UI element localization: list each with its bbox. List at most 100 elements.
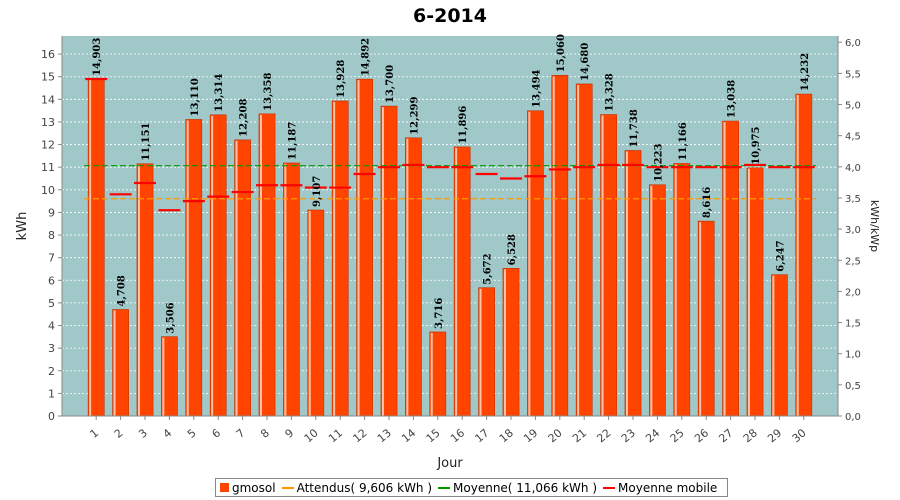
x-tick-label: 15	[424, 426, 443, 445]
x-tick-label: 25	[668, 426, 687, 445]
bar-highlight	[747, 168, 750, 416]
y-tick-label: 5	[48, 297, 55, 310]
bar-highlight	[601, 115, 604, 417]
y-tick-label: 12	[41, 139, 55, 152]
x-tick-label: 26	[692, 426, 711, 445]
bar	[380, 105, 398, 417]
x-tick-label: 11	[326, 426, 345, 445]
y-tick-label: 14	[41, 93, 55, 106]
y-tick-label: 11	[41, 161, 55, 174]
y-tick-label: 16	[41, 48, 55, 61]
legend-swatch-gmosol	[220, 483, 229, 492]
bar	[185, 119, 203, 417]
data-label: 13,928	[336, 60, 347, 98]
bar	[209, 114, 227, 417]
y-tick-label: 10	[41, 184, 55, 197]
bar-highlight	[723, 122, 726, 416]
moving-average-marks	[85, 77, 815, 212]
data-label: 5,672	[483, 253, 494, 284]
data-label: 3,716	[434, 298, 445, 329]
data-label: 11,151	[141, 122, 152, 160]
data-label: 11,166	[678, 122, 689, 160]
y2-axis-ticks: 0,0 0,5 1,0 1,5 2,0 2,5 3,0 3,5 4,0 4,5 5,0 5,5 6,0	[838, 38, 861, 423]
reference-lines	[84, 165, 816, 200]
data-label: 8,616	[702, 187, 713, 218]
legend-item-moyenne: Moyenne( 11,066 kWh )	[438, 481, 597, 495]
y2-tick-label: 1,0	[845, 350, 861, 361]
plot-area	[62, 36, 838, 416]
y2-tick-label: 1,5	[845, 319, 861, 330]
bar	[136, 163, 154, 417]
data-label: 4,708	[117, 275, 128, 306]
data-label: 13,358	[263, 73, 274, 111]
bar-highlight	[113, 310, 116, 416]
y-tick-label: 8	[48, 229, 55, 242]
bar	[331, 100, 349, 417]
x-tick-label: 23	[619, 426, 638, 445]
bar-highlight	[235, 140, 238, 416]
bar-highlight	[479, 288, 482, 416]
bar	[746, 167, 764, 417]
data-label: 13,494	[531, 69, 542, 107]
y2-tick-label: 5,5	[845, 69, 861, 80]
data-label: 13,110	[190, 78, 201, 116]
y-tick-label: 6	[48, 274, 55, 287]
bar-highlight	[259, 114, 262, 416]
bar	[258, 113, 276, 417]
bar	[112, 309, 129, 417]
data-label: 14,892	[361, 38, 372, 76]
bar	[649, 184, 666, 417]
y2-tick-label: 4,5	[845, 132, 861, 143]
bar	[624, 150, 642, 417]
data-label: 13,700	[385, 65, 396, 103]
legend-item-moyenne-mobile: Moyenne mobile	[603, 481, 717, 495]
bar	[697, 220, 715, 417]
x-tick-label: 18	[497, 426, 516, 445]
legend-swatch-moyenne-mobile	[603, 486, 616, 489]
bar	[478, 287, 495, 417]
data-label: 11,187	[287, 122, 298, 160]
data-label: 11,896	[458, 106, 469, 144]
x-tick-label: 14	[399, 426, 418, 445]
x-tick-label: 16	[448, 426, 467, 445]
bar	[527, 110, 544, 417]
data-label: 6,247	[775, 240, 786, 271]
bar	[502, 268, 520, 417]
bar-highlight	[625, 151, 628, 416]
x-tick-label: 20	[546, 426, 565, 445]
bar	[283, 162, 300, 417]
x-tick-label: 27	[716, 426, 735, 445]
bar-highlight	[503, 269, 506, 416]
bar	[429, 331, 447, 417]
y2-tick-label: 3,5	[845, 194, 861, 205]
bar	[307, 209, 325, 417]
bar	[673, 163, 691, 417]
legend-item-attendus: Attendus( 9,606 kWh )	[281, 480, 433, 495]
data-label: 14,680	[580, 43, 591, 81]
bar	[87, 78, 105, 417]
bar	[356, 78, 373, 417]
data-label: 10,975	[751, 126, 762, 164]
legend-item-gmosol: gmosol	[220, 481, 276, 495]
x-tick-label: 21	[570, 426, 589, 445]
bar-highlight	[186, 120, 189, 416]
data-label: 13,038	[727, 80, 738, 118]
y2-tick-label: 3,0	[845, 225, 861, 236]
data-labels: 14,903 4,708 11,151 3,506 13,110 13,314 12,208…	[92, 34, 811, 334]
bar-highlight	[381, 107, 384, 416]
bar-highlight	[577, 84, 580, 416]
bar-highlight	[455, 147, 458, 416]
x-tick-label: 8	[258, 426, 272, 440]
y2-tick-label: 5,0	[845, 101, 861, 112]
bar	[795, 93, 813, 417]
data-label: 12,208	[239, 99, 250, 137]
legend-label-attendus: Attendus( 9,606 kWh )	[296, 480, 433, 495]
legend-swatch-moyenne	[438, 486, 451, 489]
data-label: 10,223	[653, 143, 664, 181]
x-tick-label: 30	[790, 426, 809, 445]
legend-label-moyenne-mobile: Moyenne mobile	[618, 480, 718, 495]
bar-highlight	[308, 211, 311, 416]
x-axis-ticks: 1 2 3 4 5 6 7 8 9 10 11 12 13 14 15 16 17 18 19 20 21 22 23 24 2…	[87, 416, 809, 445]
bar-highlight	[211, 115, 214, 416]
bar-highlight	[552, 76, 555, 416]
